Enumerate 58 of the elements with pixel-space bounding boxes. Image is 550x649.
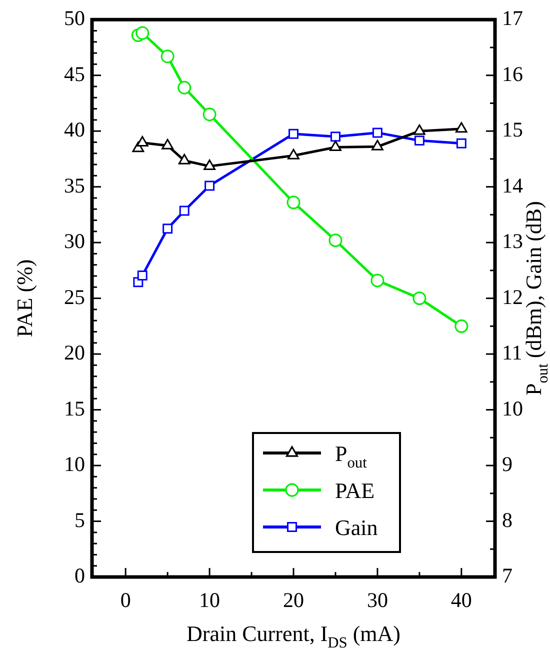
point bbox=[204, 180, 215, 191]
point bbox=[372, 128, 382, 138]
y-tick-label: 10 bbox=[64, 452, 85, 476]
y2-tick-label: 11 bbox=[502, 340, 522, 365]
x-tick-label: 10 bbox=[199, 588, 220, 612]
point bbox=[330, 132, 340, 142]
y2-tick-label: 8 bbox=[502, 508, 512, 532]
y-tick-label: 20 bbox=[64, 340, 85, 365]
x-tick-label: 0 bbox=[120, 588, 131, 612]
point bbox=[413, 124, 426, 135]
point bbox=[204, 159, 216, 170]
point bbox=[330, 140, 342, 151]
y2-tick-label: 9 bbox=[502, 452, 512, 476]
point bbox=[178, 80, 192, 94]
point bbox=[412, 292, 426, 306]
point bbox=[328, 234, 342, 248]
point bbox=[454, 319, 468, 333]
point bbox=[288, 128, 298, 139]
y2-tick-label: 12 bbox=[502, 284, 523, 309]
point bbox=[136, 136, 148, 147]
point bbox=[455, 122, 468, 133]
y2-tick-label: 14 bbox=[502, 173, 524, 198]
x-tick-label: 20 bbox=[283, 588, 304, 612]
point bbox=[136, 26, 150, 40]
point bbox=[456, 138, 466, 148]
y-axis-title: PAE (%) bbox=[12, 259, 37, 338]
point bbox=[179, 206, 190, 216]
y-tick-label: 5 bbox=[74, 508, 85, 532]
point bbox=[202, 108, 216, 122]
x-tick-label: 40 bbox=[450, 588, 472, 612]
y-tick-label: 45 bbox=[64, 62, 85, 86]
legend-label: PAE bbox=[335, 478, 375, 503]
y-tick-label: 35 bbox=[64, 173, 85, 198]
y-tick-label: 40 bbox=[64, 118, 85, 142]
x-tick-label: 30 bbox=[366, 588, 388, 612]
y2-tick-label: 10 bbox=[502, 396, 523, 420]
point bbox=[178, 154, 190, 164]
point bbox=[372, 140, 384, 150]
y2-tick-label: 17 bbox=[502, 6, 523, 30]
y2-tick-label: 7 bbox=[502, 564, 512, 588]
point bbox=[370, 274, 384, 288]
legend-label: Gain bbox=[335, 515, 378, 540]
y-tick-label: 15 bbox=[64, 396, 85, 420]
point bbox=[137, 270, 148, 280]
y2-tick-label: 15 bbox=[502, 118, 523, 142]
point bbox=[160, 50, 174, 64]
y2-axis-title: Pout (dBm), Gain (dB) bbox=[521, 201, 550, 396]
y-tick-label: 30 bbox=[64, 229, 85, 254]
point bbox=[286, 196, 300, 210]
y-tick-label: 0 bbox=[74, 564, 85, 588]
y2-tick-label: 16 bbox=[502, 62, 523, 86]
point bbox=[162, 138, 174, 150]
point bbox=[288, 148, 300, 160]
point bbox=[414, 136, 424, 146]
y2-tick-label: 13 bbox=[502, 229, 523, 254]
point bbox=[162, 224, 173, 234]
y-tick-label: 50 bbox=[64, 6, 85, 30]
y-tick-label: 25 bbox=[64, 284, 85, 309]
